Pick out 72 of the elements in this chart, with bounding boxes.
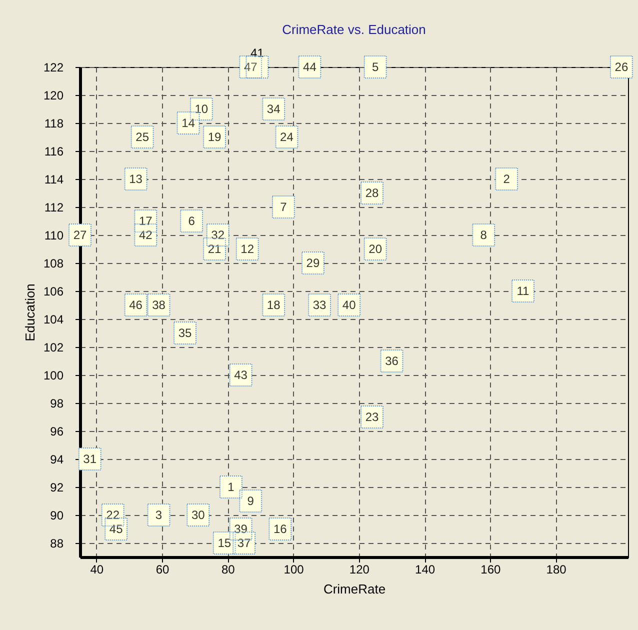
y-tick-label: 120 xyxy=(43,88,64,102)
y-tick-label: 110 xyxy=(44,228,64,242)
series-label: 34 xyxy=(266,102,281,116)
series-label: 32 xyxy=(211,228,225,242)
series-label: 21 xyxy=(208,242,222,256)
series-label: 3 xyxy=(155,508,162,522)
series-label: 9 xyxy=(247,494,254,508)
x-tick-label: 60 xyxy=(156,562,170,576)
series-label: 25 xyxy=(136,130,150,144)
series-label: 28 xyxy=(365,186,380,200)
series-label: 8 xyxy=(480,228,488,242)
x-tick-label: 160 xyxy=(480,562,502,576)
series-label: 31 xyxy=(83,452,97,466)
series-label: 27 xyxy=(73,228,87,242)
x-tick-label: 120 xyxy=(349,562,370,576)
series-label: 35 xyxy=(178,326,192,340)
series-label: 5 xyxy=(372,60,379,74)
series-label: 44 xyxy=(303,60,317,74)
y-tick-label: 94 xyxy=(50,452,64,466)
series-label: 33 xyxy=(312,298,327,312)
y-tick-label: 116 xyxy=(44,144,64,158)
series-label: 47 xyxy=(244,60,258,74)
series-label: 2 xyxy=(503,172,510,186)
series-label: 36 xyxy=(385,354,399,368)
x-tick-label: 180 xyxy=(546,562,567,576)
series-label: 10 xyxy=(194,102,208,116)
series-label: 37 xyxy=(237,536,252,550)
chart-title: CrimeRate vs. Education xyxy=(282,22,426,37)
y-tick-label: 108 xyxy=(43,256,64,270)
y-tick-label: 104 xyxy=(43,312,64,326)
x-tick-label: 80 xyxy=(221,562,236,576)
series-label: 24 xyxy=(280,130,294,144)
y-tick-label: 114 xyxy=(44,172,64,186)
y-tick-label: 96 xyxy=(50,424,64,438)
x-tick-label: 100 xyxy=(284,562,304,576)
series-label: 14 xyxy=(182,116,196,130)
y-tick-label: 118 xyxy=(44,116,64,130)
series-label: 1 xyxy=(228,480,235,494)
series-label: 6 xyxy=(188,214,196,228)
series-label: 38 xyxy=(152,298,166,312)
series-label: 11 xyxy=(516,284,530,298)
series-label: 30 xyxy=(191,508,206,522)
series-label: 17 xyxy=(138,214,153,228)
x-tick-label: 40 xyxy=(90,562,104,576)
y-tick-label: 112 xyxy=(44,200,64,214)
series-label: 42 xyxy=(138,228,153,242)
x-tick-label: 140 xyxy=(415,562,436,576)
y-tick-label: 98 xyxy=(50,396,64,410)
y-tick-label: 88 xyxy=(50,536,64,550)
y-tick-label: 90 xyxy=(50,508,64,522)
y-tick-label: 106 xyxy=(43,284,64,298)
series-label: 40 xyxy=(342,298,356,312)
series-label: 26 xyxy=(614,60,628,74)
y-tick-label: 122 xyxy=(43,60,64,74)
series-label: 23 xyxy=(365,410,380,424)
y-tick-label: 100 xyxy=(43,368,64,382)
series-label: 19 xyxy=(208,130,222,144)
series-label: 45 xyxy=(109,522,124,536)
series-label: 18 xyxy=(266,298,281,312)
series-label: 13 xyxy=(129,172,143,186)
y-axis-title: Education xyxy=(22,284,38,342)
y-tick-label: 102 xyxy=(43,340,64,354)
series-label: 46 xyxy=(129,298,143,312)
series-label: 15 xyxy=(218,536,232,550)
x-axis-title: CrimeRate xyxy=(323,582,386,596)
series-label: 12 xyxy=(240,242,254,256)
series-label: 43 xyxy=(234,368,248,382)
series-label: 16 xyxy=(273,522,288,536)
series-label: 20 xyxy=(368,242,382,256)
series-label: 7 xyxy=(280,200,288,214)
y-tick-label: 92 xyxy=(50,480,64,494)
series-label: 29 xyxy=(306,256,320,270)
